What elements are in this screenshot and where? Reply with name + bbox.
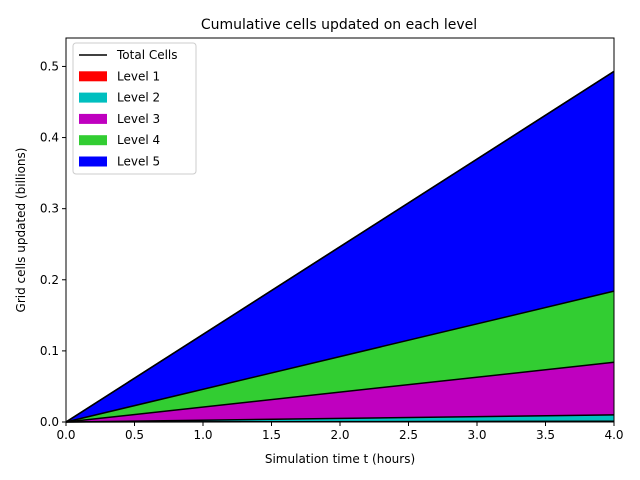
legend-swatch-level-5 <box>79 156 107 167</box>
x-axis-label: Simulation time t (hours) <box>265 452 415 466</box>
legend-swatch-level-2 <box>79 92 107 103</box>
legend-label-level-5: Level 5 <box>117 155 160 169</box>
y-tick-label: 0.4 <box>40 131 59 145</box>
y-tick-label: 0.0 <box>40 415 59 429</box>
x-tick-label: 0.5 <box>125 428 144 442</box>
x-tick-label: 3.0 <box>467 428 486 442</box>
x-tick-label: 3.5 <box>536 428 555 442</box>
chart-title: Cumulative cells updated on each level <box>201 17 477 33</box>
x-tick-label: 1.0 <box>193 428 212 442</box>
legend-label-level-1: Level 1 <box>117 69 160 83</box>
legend-swatch-level-3 <box>79 113 107 124</box>
boundary-level-4 <box>65 290 615 423</box>
x-tick-label: 2.5 <box>399 428 418 442</box>
legend-label-level-4: Level 4 <box>117 133 160 147</box>
y-axis: 0.0 0.1 0.2 0.3 0.4 0.5 <box>40 59 66 429</box>
x-tick-label: 4.0 <box>604 428 623 442</box>
total-cells-line <box>65 70 615 423</box>
boundary-level-2 <box>65 414 615 423</box>
legend-swatch-level-1 <box>79 71 107 82</box>
legend-swatch-level-4 <box>79 135 107 146</box>
legend: Total Cells Level 1 Level 2 Level 3 Level 4 L… <box>72 42 197 175</box>
legend-label-level-2: Level 2 <box>117 91 160 105</box>
legend-label-level-3: Level 3 <box>117 112 160 126</box>
x-tick-label: 1.5 <box>262 428 281 442</box>
y-tick-label: 0.5 <box>40 59 59 73</box>
boundary-level-3 <box>65 361 615 423</box>
legend-label-total-cells: Total Cells <box>116 48 178 62</box>
x-axis: 0.0 0.5 1.0 1.5 2.0 2.5 3.0 3.5 4.0 <box>56 422 624 442</box>
y-tick-label: 0.2 <box>40 273 59 287</box>
x-tick-label: 2.0 <box>330 428 349 442</box>
y-axis-label: Grid cells updated (billions) <box>14 148 28 313</box>
x-tick-label: 0.0 <box>56 428 75 442</box>
y-tick-label: 0.3 <box>40 202 59 216</box>
y-tick-label: 0.1 <box>40 344 59 358</box>
